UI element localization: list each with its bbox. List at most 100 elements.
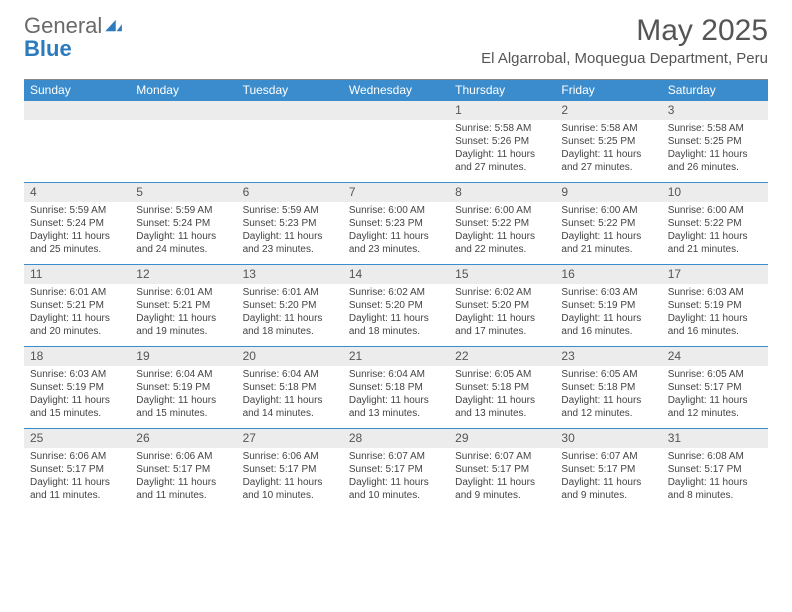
sunrise-text: Sunrise: 6:07 AM — [349, 450, 443, 463]
day-cell — [343, 120, 449, 182]
day-cell: Sunrise: 6:07 AMSunset: 5:17 PMDaylight:… — [555, 448, 661, 510]
sunset-text: Sunset: 5:20 PM — [455, 299, 549, 312]
day-cell: Sunrise: 6:04 AMSunset: 5:18 PMDaylight:… — [237, 366, 343, 428]
day-cell: Sunrise: 6:08 AMSunset: 5:17 PMDaylight:… — [662, 448, 768, 510]
sunrise-text: Sunrise: 6:02 AM — [455, 286, 549, 299]
sunset-text: Sunset: 5:19 PM — [30, 381, 124, 394]
daylight-text: Daylight: 11 hours and 17 minutes. — [455, 312, 549, 338]
sunset-text: Sunset: 5:19 PM — [561, 299, 655, 312]
day-number — [130, 101, 236, 120]
sunset-text: Sunset: 5:24 PM — [30, 217, 124, 230]
week-row: 45678910Sunrise: 5:59 AMSunset: 5:24 PMD… — [24, 182, 768, 264]
day-cell: Sunrise: 6:02 AMSunset: 5:20 PMDaylight:… — [449, 284, 555, 346]
sunset-text: Sunset: 5:17 PM — [243, 463, 337, 476]
daylight-text: Daylight: 11 hours and 14 minutes. — [243, 394, 337, 420]
day-number-row: 25262728293031 — [24, 429, 768, 448]
sunset-text: Sunset: 5:21 PM — [136, 299, 230, 312]
daylight-text: Daylight: 11 hours and 9 minutes. — [561, 476, 655, 502]
day-body-row: Sunrise: 5:59 AMSunset: 5:24 PMDaylight:… — [24, 202, 768, 264]
sunset-text: Sunset: 5:17 PM — [455, 463, 549, 476]
day-header-wed: Wednesday — [343, 80, 449, 101]
daylight-text: Daylight: 11 hours and 15 minutes. — [136, 394, 230, 420]
day-cell: Sunrise: 6:00 AMSunset: 5:23 PMDaylight:… — [343, 202, 449, 264]
day-cell: Sunrise: 6:06 AMSunset: 5:17 PMDaylight:… — [237, 448, 343, 510]
sunset-text: Sunset: 5:22 PM — [455, 217, 549, 230]
day-number: 5 — [130, 183, 236, 202]
logo: GeneralBlue — [24, 14, 124, 60]
day-cell: Sunrise: 6:03 AMSunset: 5:19 PMDaylight:… — [662, 284, 768, 346]
week-row: 123Sunrise: 5:58 AMSunset: 5:26 PMDaylig… — [24, 101, 768, 182]
daylight-text: Daylight: 11 hours and 27 minutes. — [455, 148, 549, 174]
day-number-row: 45678910 — [24, 183, 768, 202]
sunrise-text: Sunrise: 6:03 AM — [561, 286, 655, 299]
day-cell: Sunrise: 6:01 AMSunset: 5:20 PMDaylight:… — [237, 284, 343, 346]
sunrise-text: Sunrise: 6:04 AM — [136, 368, 230, 381]
day-body-row: Sunrise: 6:03 AMSunset: 5:19 PMDaylight:… — [24, 366, 768, 428]
sunset-text: Sunset: 5:18 PM — [455, 381, 549, 394]
day-number: 16 — [555, 265, 661, 284]
day-number: 7 — [343, 183, 449, 202]
day-header-fri: Friday — [555, 80, 661, 101]
daylight-text: Daylight: 11 hours and 10 minutes. — [243, 476, 337, 502]
sunrise-text: Sunrise: 6:06 AM — [243, 450, 337, 463]
sunset-text: Sunset: 5:23 PM — [243, 217, 337, 230]
day-cell: Sunrise: 6:05 AMSunset: 5:18 PMDaylight:… — [449, 366, 555, 428]
sunrise-text: Sunrise: 6:07 AM — [455, 450, 549, 463]
day-number: 2 — [555, 101, 661, 120]
daylight-text: Daylight: 11 hours and 13 minutes. — [455, 394, 549, 420]
day-number: 8 — [449, 183, 555, 202]
sunrise-text: Sunrise: 5:59 AM — [136, 204, 230, 217]
day-number: 30 — [555, 429, 661, 448]
daylight-text: Daylight: 11 hours and 18 minutes. — [349, 312, 443, 338]
day-body-row: Sunrise: 5:58 AMSunset: 5:26 PMDaylight:… — [24, 120, 768, 182]
day-number: 1 — [449, 101, 555, 120]
daylight-text: Daylight: 11 hours and 9 minutes. — [455, 476, 549, 502]
day-number: 14 — [343, 265, 449, 284]
daylight-text: Daylight: 11 hours and 18 minutes. — [243, 312, 337, 338]
day-number: 4 — [24, 183, 130, 202]
day-cell: Sunrise: 6:06 AMSunset: 5:17 PMDaylight:… — [24, 448, 130, 510]
sunset-text: Sunset: 5:24 PM — [136, 217, 230, 230]
sunrise-text: Sunrise: 6:00 AM — [455, 204, 549, 217]
sunrise-text: Sunrise: 5:58 AM — [455, 122, 549, 135]
daylight-text: Daylight: 11 hours and 20 minutes. — [30, 312, 124, 338]
sunset-text: Sunset: 5:17 PM — [668, 381, 762, 394]
day-cell: Sunrise: 5:59 AMSunset: 5:24 PMDaylight:… — [130, 202, 236, 264]
sunrise-text: Sunrise: 6:05 AM — [668, 368, 762, 381]
sunrise-text: Sunrise: 6:01 AM — [243, 286, 337, 299]
day-cell — [130, 120, 236, 182]
sunrise-text: Sunrise: 6:01 AM — [136, 286, 230, 299]
day-cell: Sunrise: 5:58 AMSunset: 5:25 PMDaylight:… — [555, 120, 661, 182]
calendar-grid: Sunday Monday Tuesday Wednesday Thursday… — [24, 79, 768, 510]
sunrise-text: Sunrise: 6:01 AM — [30, 286, 124, 299]
day-cell: Sunrise: 5:58 AMSunset: 5:26 PMDaylight:… — [449, 120, 555, 182]
sunrise-text: Sunrise: 6:00 AM — [561, 204, 655, 217]
sunrise-text: Sunrise: 6:06 AM — [30, 450, 124, 463]
day-number — [237, 101, 343, 120]
day-number-row: 18192021222324 — [24, 347, 768, 366]
daylight-text: Daylight: 11 hours and 15 minutes. — [30, 394, 124, 420]
day-header-tue: Tuesday — [237, 80, 343, 101]
sunset-text: Sunset: 5:22 PM — [668, 217, 762, 230]
day-number-row: 123 — [24, 101, 768, 120]
day-cell: Sunrise: 6:05 AMSunset: 5:17 PMDaylight:… — [662, 366, 768, 428]
daylight-text: Daylight: 11 hours and 12 minutes. — [561, 394, 655, 420]
day-cell — [237, 120, 343, 182]
day-number: 11 — [24, 265, 130, 284]
daylight-text: Daylight: 11 hours and 8 minutes. — [668, 476, 762, 502]
sunset-text: Sunset: 5:17 PM — [136, 463, 230, 476]
sunset-text: Sunset: 5:19 PM — [668, 299, 762, 312]
day-number: 10 — [662, 183, 768, 202]
day-cell: Sunrise: 6:07 AMSunset: 5:17 PMDaylight:… — [449, 448, 555, 510]
day-header-sat: Saturday — [662, 80, 768, 101]
day-cell: Sunrise: 6:03 AMSunset: 5:19 PMDaylight:… — [24, 366, 130, 428]
month-title: May 2025 — [481, 14, 768, 48]
day-number: 6 — [237, 183, 343, 202]
day-body-row: Sunrise: 6:06 AMSunset: 5:17 PMDaylight:… — [24, 448, 768, 510]
sunset-text: Sunset: 5:20 PM — [243, 299, 337, 312]
day-number: 19 — [130, 347, 236, 366]
day-cell: Sunrise: 6:01 AMSunset: 5:21 PMDaylight:… — [130, 284, 236, 346]
day-number — [24, 101, 130, 120]
day-number: 12 — [130, 265, 236, 284]
sunset-text: Sunset: 5:17 PM — [561, 463, 655, 476]
